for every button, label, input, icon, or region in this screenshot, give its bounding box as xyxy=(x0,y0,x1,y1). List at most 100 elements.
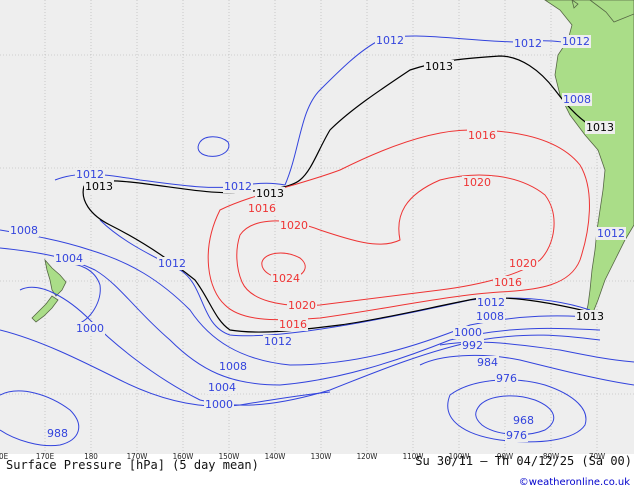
new-zealand-south-island xyxy=(31,295,59,323)
map-title: Surface Pressure [hPa] (5 day mean) xyxy=(6,458,259,472)
isobar-label: 1016 xyxy=(468,129,496,142)
isobar-label: 1013 xyxy=(256,187,284,200)
isobar-label: 1020 xyxy=(280,219,308,232)
isobar-label-halo xyxy=(204,398,234,411)
longitude-tick-label: 120W xyxy=(357,452,378,461)
isobar-label: 1016 xyxy=(279,318,307,331)
longitude-tick-label: 70W xyxy=(589,452,605,461)
isobar-label: 1012 xyxy=(477,296,505,309)
isobar-label: 1024 xyxy=(272,272,300,285)
isobar-label-halo xyxy=(493,276,523,289)
central-america-coast xyxy=(589,0,634,23)
isobar-label: 1000 xyxy=(454,326,482,339)
isobar-label: 1012 xyxy=(562,35,590,48)
isobar-968-core xyxy=(475,395,555,435)
longitude-tick-label: 130W xyxy=(311,452,332,461)
isobar-label: 1012 xyxy=(158,257,186,270)
isobar-label: 1004 xyxy=(208,381,236,394)
longitude-tick-label: 160W xyxy=(173,452,194,461)
isobar-label-halo xyxy=(476,356,499,369)
isobar-label: 1008 xyxy=(563,93,591,106)
isobar-label-halo xyxy=(84,180,114,193)
isobar-label-halo xyxy=(476,296,506,309)
isobar-closed-small xyxy=(197,136,230,157)
longitude-tick-label: 150W xyxy=(219,452,240,461)
isobar-label: 1012 xyxy=(514,37,542,50)
isobar-labels: 1012 1012 1013 1012 1008 1013 1016 1012 … xyxy=(9,34,626,442)
galapagos-islands xyxy=(571,0,579,9)
isobar-label-halo xyxy=(475,310,505,323)
isobar-label-halo xyxy=(223,180,253,193)
isobar-1000-south xyxy=(0,329,331,407)
isobar-label-halo xyxy=(255,187,285,200)
time-range: Su 30/11 — Th 04/12/25 (Sa 00) xyxy=(415,454,632,468)
longitude-tick-label: 90W xyxy=(497,452,513,461)
isobar-label-halo xyxy=(247,202,277,215)
longitude-tick-label: 100W xyxy=(449,452,470,461)
isobar-label: 1008 xyxy=(10,224,38,237)
isobar-1016 xyxy=(207,129,590,321)
footer-background xyxy=(0,454,634,490)
isobar-label: 1004 xyxy=(55,252,83,265)
isobar-label-halo xyxy=(513,37,543,50)
isobar-1013 xyxy=(83,55,601,194)
credit-link[interactable]: ©weatheronline.co.uk xyxy=(519,477,630,488)
isobar-label-halo xyxy=(462,176,492,189)
isobar-label-halo xyxy=(75,168,105,181)
isobar-label-halo xyxy=(54,252,84,265)
isobar-label-halo xyxy=(596,227,626,240)
isobar-label-halo xyxy=(263,335,293,348)
isobar-label: 976 xyxy=(496,372,517,385)
longitude-tick-label: 180 xyxy=(84,452,98,461)
isobar-label-halo xyxy=(278,318,308,331)
new-zealand-north-island xyxy=(44,258,67,297)
isobar-label: 992 xyxy=(462,339,483,352)
longitude-tick-label: 140W xyxy=(265,452,286,461)
longitude-ticks: 160E 170E 180 170W 160W 150W 140W 130W 120W 110W 1… xyxy=(0,452,605,461)
isobar-label-halo xyxy=(495,372,518,385)
isobar-label-halo xyxy=(46,427,69,440)
isobar-label-halo xyxy=(453,326,483,339)
isobar-1024 xyxy=(261,252,306,279)
isobar-label-halo xyxy=(375,34,405,47)
isobar-label: 1020 xyxy=(509,257,537,270)
isobar-label-halo xyxy=(467,129,497,142)
isobar-label-halo xyxy=(512,414,535,427)
longitude-tick-label: 170E xyxy=(36,452,55,461)
isobar-1000-west xyxy=(19,286,601,406)
isobar-label-halo xyxy=(461,339,484,352)
longitude-tick-label: 110W xyxy=(403,452,424,461)
isobar-label: 1020 xyxy=(463,176,491,189)
isobar-label: 1020 xyxy=(288,299,316,312)
isobar-label-halo xyxy=(562,93,592,106)
isobar-label: 1013 xyxy=(85,180,113,193)
isobar-label-halo xyxy=(9,224,39,237)
isobar-label: 968 xyxy=(513,414,534,427)
isobar-label: 1013 xyxy=(586,121,614,134)
isobar-label: 1000 xyxy=(76,322,104,335)
isobar-label: 1000 xyxy=(205,398,233,411)
isobar-label: 1013 xyxy=(576,310,604,323)
isobar-label-halo xyxy=(508,257,538,270)
isobar-label: 1016 xyxy=(494,276,522,289)
isobar-label: 1008 xyxy=(476,310,504,323)
isobar-label: 988 xyxy=(47,427,68,440)
isobar-label: 1012 xyxy=(224,180,252,193)
isobar-label-halo xyxy=(575,310,605,323)
isobar-label-halo xyxy=(287,299,317,312)
isobar-label: 1016 xyxy=(248,202,276,215)
isobar-label: 984 xyxy=(477,356,498,369)
isobar-label: 1012 xyxy=(597,227,625,240)
isobar-984-ring xyxy=(419,354,634,386)
longitude-tick-label: 160E xyxy=(0,452,9,461)
isobar-label-halo xyxy=(505,429,528,442)
isobar-label-halo xyxy=(271,272,301,285)
isobar-label-halo xyxy=(157,257,187,270)
isobar-label-halo xyxy=(424,60,454,73)
isobar-label: 1013 xyxy=(425,60,453,73)
isobar-label: 1012 xyxy=(376,34,404,47)
isobar-label: 1012 xyxy=(264,335,292,348)
isobar-label-halo xyxy=(561,35,591,48)
